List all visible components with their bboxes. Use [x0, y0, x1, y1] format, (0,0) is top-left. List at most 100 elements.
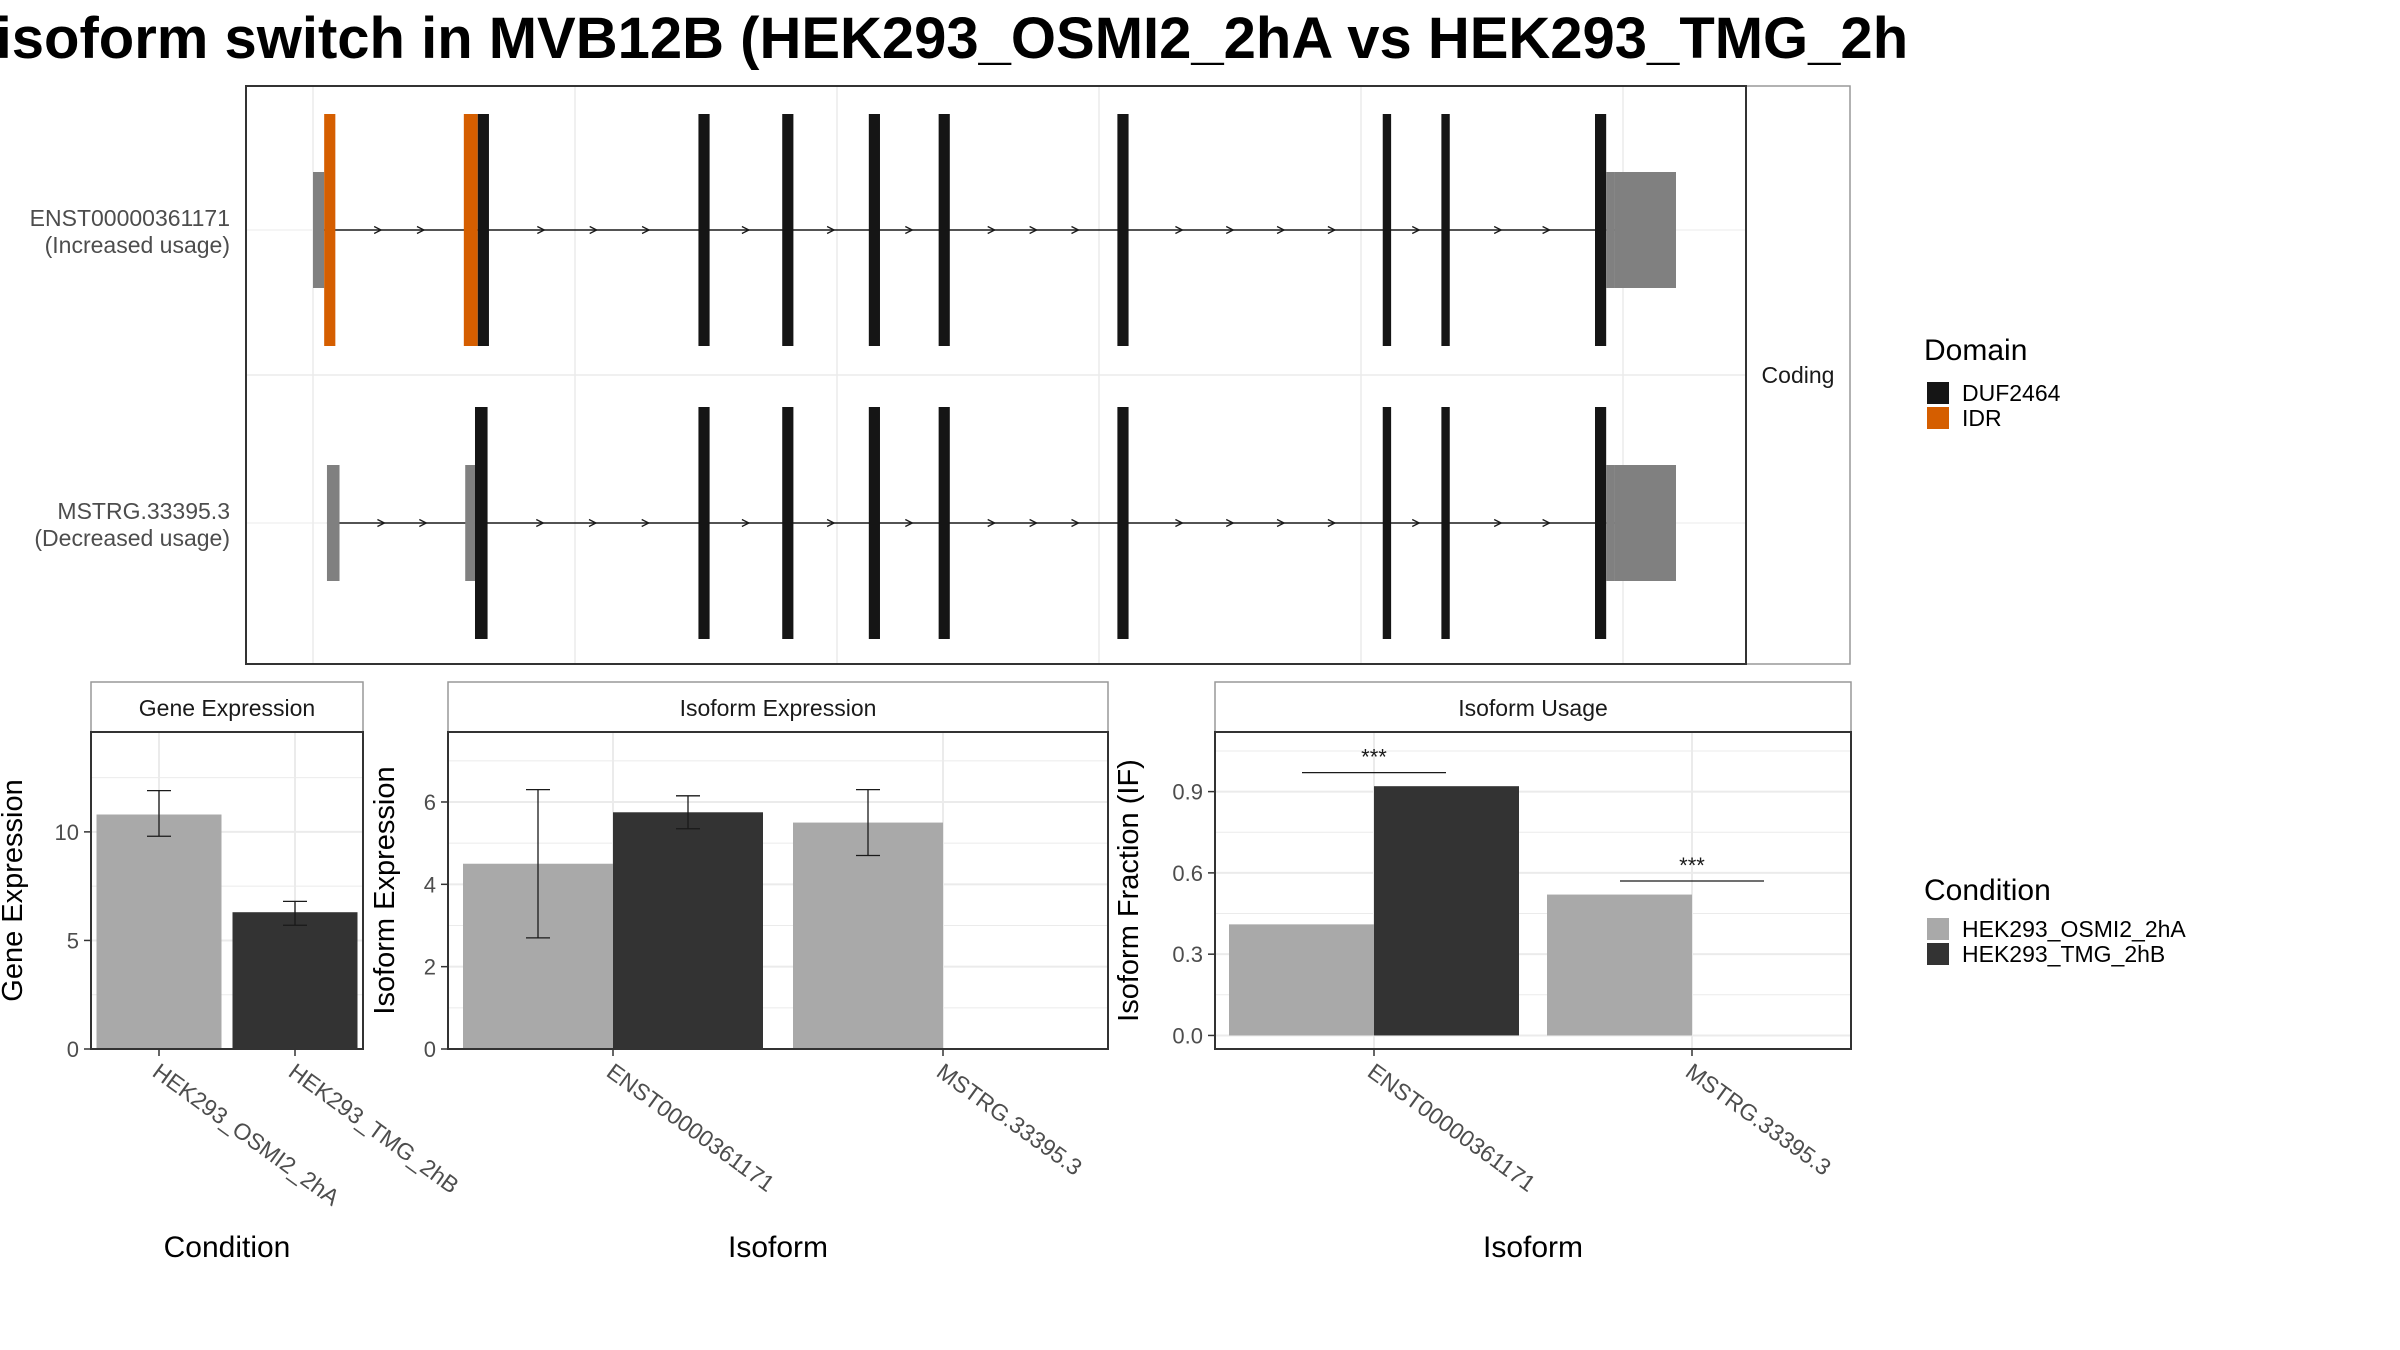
isoform-expression-ytick-label-0: 0 [424, 1037, 436, 1062]
isoform-expression-ytick-label-1: 2 [424, 955, 436, 980]
gene-expression-bar-0 [96, 814, 222, 1049]
isoform-label-MSTRG.33395.3: MSTRG.33395.3 [57, 498, 230, 524]
intron-arrow-ENST00000361171-15 [1411, 225, 1421, 235]
isoform-expression-xtick-label-1: MSTRG.33395.3 [932, 1058, 1087, 1180]
gene-expression-ytick-label-1: 5 [67, 928, 79, 953]
isoform-usage-strip-label: Isoform Usage [1458, 695, 1608, 721]
gene-expression-panel-border [90, 731, 364, 1050]
intron-arrow-MSTRG.33395.3-9 [1029, 518, 1039, 528]
intron-arrow-ENST00000361171-5 [741, 225, 751, 235]
intron-arrow-ENST00000361171-4 [641, 225, 651, 235]
isoform-usage-ytick-label-2: 0.6 [1172, 861, 1203, 886]
condition-legend-title: Condition [1924, 874, 2051, 907]
gene-expression-xlabel: Condition [164, 1231, 291, 1264]
exon-ENST00000361171-0 [313, 172, 325, 288]
intron-arrow-ENST00000361171-17 [1542, 225, 1552, 235]
exon-MSTRG.33395.3-9 [1441, 407, 1450, 639]
exon-MSTRG.33395.3-6 [938, 407, 950, 639]
gene-expression-strip-label: Gene Expression [139, 695, 315, 721]
condition-legend-swatch-1 [1927, 943, 1949, 965]
intron-arrow-MSTRG.33395.3-11 [1175, 518, 1184, 528]
isoform-expression-panel: Isoform Expression 0 2 4 6 ENST00000361171 MST… [369, 681, 1109, 1264]
intron-arrow-MSTRG.33395.3-1 [419, 518, 428, 528]
isoform-expression-ytick-label-2: 4 [424, 872, 436, 897]
isoform-usage-ytick-label-3: 0.9 [1172, 780, 1203, 805]
intron-arrow-ENST00000361171-3 [589, 225, 599, 235]
exon-MSTRG.33395.3-3 [698, 407, 710, 639]
condition-legend-label-0: HEK293_OSMI2_2hA [1962, 916, 2186, 942]
intron-arrow-MSTRG.33395.3-13 [1276, 518, 1286, 528]
exon-ENST00000361171-5 [782, 114, 794, 346]
exon-ENST00000361171-7 [938, 114, 950, 346]
isoform-usage-ytick-label-1: 0.3 [1172, 942, 1203, 967]
intron-arrow-MSTRG.33395.3-17 [1542, 518, 1552, 528]
intron-arrow-MSTRG.33395.3-10 [1071, 518, 1080, 528]
exon-MSTRG.33395.3-8 [1382, 407, 1392, 639]
exon-ENST00000361171-2 [463, 114, 478, 346]
exon-MSTRG.33395.3-2 [474, 407, 488, 639]
isoform-usage-ylabel: Isoform Fraction (IF) [1113, 759, 1145, 1022]
domain-legend-swatch-0 [1927, 382, 1949, 404]
exon-ENST00000361171-3 [477, 114, 489, 346]
exon-MSTRG.33395.3-0 [326, 465, 340, 581]
intron-arrow-MSTRG.33395.3-8 [987, 518, 997, 528]
facet-label: Coding [1762, 362, 1835, 388]
isoform-usage-signif-label-0: *** [1361, 745, 1387, 770]
intron-arrow-MSTRG.33395.3-14 [1327, 518, 1337, 528]
domain-legend-label-1: IDR [1962, 405, 2002, 431]
intron-arrow-ENST00000361171-13 [1276, 225, 1286, 235]
intron-arrow-MSTRG.33395.3-16 [1493, 518, 1503, 528]
isoform-expression-xlabel: Isoform [728, 1231, 828, 1264]
intron-arrow-MSTRG.33395.3-3 [588, 518, 598, 528]
domain-legend-swatch-1 [1927, 407, 1949, 429]
isoform-expression-errorbar-1 [676, 795, 700, 830]
exon-ENST00000361171-12 [1606, 172, 1615, 288]
isoform-usage-panel: Isoform Usage *** *** 0.0 0.3 0.6 0.9 ENST00000… [1113, 681, 1852, 1264]
intron-arrow-ENST00000361171-14 [1327, 225, 1337, 235]
condition-legend-label-1: HEK293_TMG_2hB [1962, 941, 2165, 967]
isoform-usage-xlabel: Isoform [1483, 1231, 1583, 1264]
exon-MSTRG.33395.3-1 [465, 465, 475, 581]
condition-legend-swatch-0 [1927, 918, 1949, 940]
gene-expression-ylabel: Gene Expression [0, 779, 29, 1001]
exon-MSTRG.33395.3-11 [1606, 465, 1615, 581]
isoform-structure-panel: Coding ENST00000361171(Increased usage) MS… [30, 85, 1851, 665]
intron-arrow-ENST00000361171-0 [373, 225, 383, 235]
figure-title: he isoform switch in MVB12B (HEK293_OSMI… [0, 6, 1908, 71]
isoform-expression-bar-2 [793, 822, 943, 1049]
isoform-usage-bar-2 [1547, 894, 1692, 1036]
isoform-expression-strip-label: Isoform Expression [680, 695, 877, 721]
exon-ENST00000361171-13 [1614, 172, 1676, 288]
isoform-expression-bar-1 [613, 812, 763, 1049]
isoform-usage-panel-border [1214, 731, 1852, 1050]
exon-MSTRG.33395.3-7 [1117, 407, 1129, 639]
gene-expression-strip [90, 681, 364, 733]
intron-arrow-MSTRG.33395.3-5 [741, 518, 751, 528]
exon-ENST00000361171-4 [698, 114, 710, 346]
isoform-usage-label-ENST00000361171: (Increased usage) [45, 232, 230, 258]
intron-arrow-ENST00000361171-8 [987, 225, 997, 235]
isoform-usage-ytick-label-0: 0.0 [1172, 1023, 1203, 1048]
intron-arrow-MSTRG.33395.3-4 [641, 518, 651, 528]
exon-MSTRG.33395.3-12 [1614, 465, 1676, 581]
gene-expression-ytick-label-0: 0 [67, 1037, 79, 1062]
intron-arrow-MSTRG.33395.3-15 [1411, 518, 1421, 528]
isoform-usage-bar-1 [1374, 786, 1519, 1036]
intron-arrow-ENST00000361171-11 [1175, 225, 1184, 235]
expression-bar-panels: Gene Expression0510HEK293_OSMI2_2hAHEK29… [0, 681, 1852, 1264]
isoform-usage-signif-label-1: *** [1679, 853, 1705, 878]
intron-arrow-ENST00000361171-7 [905, 225, 914, 235]
domain-legend-title: Domain [1924, 334, 2027, 367]
exon-ENST00000361171-1 [324, 114, 336, 346]
isoform-expression-errorbar-0 [526, 788, 550, 939]
exon-ENST00000361171-8 [1117, 114, 1129, 346]
isoform-expression-ylabel: Isoform Expression [369, 766, 401, 1014]
exon-MSTRG.33395.3-4 [782, 407, 794, 639]
gene-expression-errorbar-0 [147, 789, 171, 837]
intron-arrow-ENST00000361171-16 [1493, 225, 1503, 235]
exon-MSTRG.33395.3-5 [868, 407, 880, 639]
exon-ENST00000361171-9 [1382, 114, 1392, 346]
